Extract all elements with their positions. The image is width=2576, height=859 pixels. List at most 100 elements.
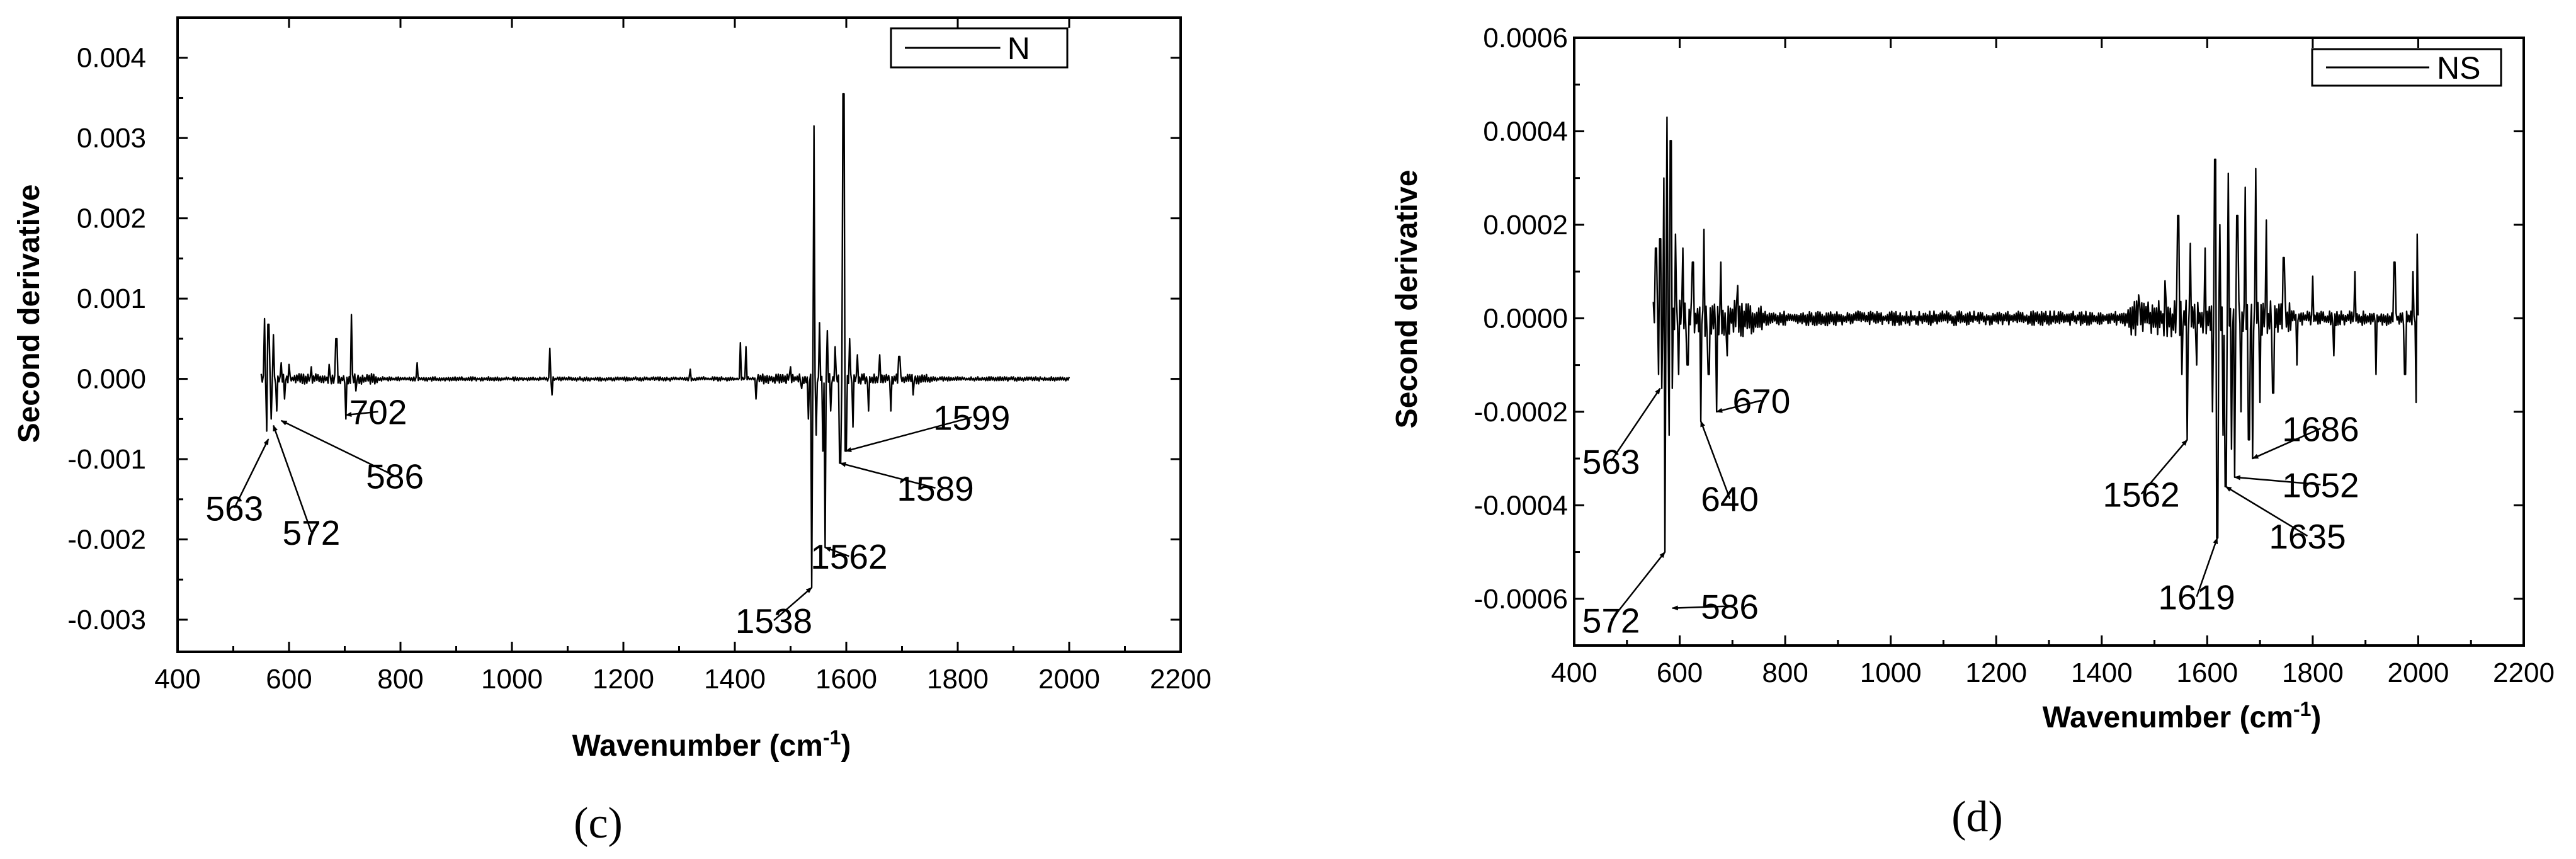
annotation-arrow <box>273 424 312 533</box>
annotation-arrow <box>1610 551 1666 621</box>
annotation-arrow <box>1716 399 1762 413</box>
annotation-arrow <box>234 438 270 509</box>
y-tick-label: 0.002 <box>77 203 146 234</box>
peak-annotation-670: 670 <box>1716 382 1790 421</box>
x-tick-label: 1200 <box>593 664 654 695</box>
x-axis-title: Wavenumber (cm-1) <box>2043 698 2322 734</box>
annotation-label: 563 <box>205 489 263 528</box>
y-tick-labels: -0.0006 -0.0004 -0.0002 0.0000 0.0002 0.0004 0… <box>1474 23 1568 615</box>
annotation-label: 670 <box>1733 382 1791 421</box>
y-tick-label: -0.002 <box>67 525 146 555</box>
peak-annotations: 563 572 586 702 1538 1562 1589 1599 <box>205 393 1010 640</box>
chart-panel-c: 400 600 800 1000 1200 1400 1600 1800 2000 2200 -0… <box>13 16 1211 848</box>
annotation-label: 702 <box>349 393 407 432</box>
annotation-label: 1538 <box>735 601 812 640</box>
x-axis-title-sup: -1 <box>823 726 841 749</box>
annotation-label: 586 <box>1701 587 1759 626</box>
annotation-arrow <box>839 462 936 489</box>
x-tick-label: 2200 <box>2493 657 2555 688</box>
y-tick-label: 0.000 <box>77 364 146 395</box>
annotation-arrow <box>845 416 972 452</box>
x-tick-label: 2000 <box>2387 657 2449 688</box>
peak-annotation-1589: 1589 <box>839 462 974 508</box>
x-tick-label: 1600 <box>815 664 877 695</box>
annotation-label: 1619 <box>2158 578 2235 617</box>
annotation-arrow <box>824 547 849 557</box>
annotation-arrow <box>1671 605 1730 611</box>
x-tick-label: 2200 <box>1150 664 1211 695</box>
annotation-arrow <box>1699 420 1731 499</box>
peak-annotation-1562: 1562 <box>810 537 887 576</box>
annotation-label: 1635 <box>2269 517 2346 556</box>
chart-panel-d: 400 600 800 1000 1200 1400 1600 1800 2000 2200 -0… <box>1390 23 2555 841</box>
peak-annotation-702: 702 <box>345 393 407 432</box>
x-axis-title-close: ) <box>841 729 851 763</box>
x-axis-title-text: Wavenumber (cm <box>572 729 823 763</box>
legend-label: NS <box>2437 50 2480 86</box>
annotation-label: 640 <box>1701 480 1759 519</box>
x-tick-label: 400 <box>154 664 200 695</box>
x-tick-label: 800 <box>377 664 423 695</box>
x-axis-title-text: Wavenumber (cm <box>2043 701 2293 734</box>
annotation-arrow <box>2140 439 2188 495</box>
x-axis-title: Wavenumber (cm-1) <box>572 726 851 763</box>
annotation-arrow <box>345 411 378 418</box>
annotation-arrow <box>2196 537 2218 598</box>
legend-label: N <box>1007 31 1030 66</box>
x-axis-title-close: ) <box>2311 701 2321 734</box>
panel-label: (d) <box>1951 793 2003 841</box>
annotation-label: 1562 <box>2102 475 2179 514</box>
y-axis-title: Second derivative <box>1390 170 1424 429</box>
peak-annotation-1652: 1652 <box>2233 465 2359 504</box>
annotation-label: 1562 <box>810 537 887 576</box>
annotation-label: 1589 <box>897 469 973 508</box>
peak-annotation-586: 586 <box>280 419 424 496</box>
y-tick-label: 0.0006 <box>1483 23 1568 54</box>
y-tick-label: 0.0004 <box>1483 116 1568 147</box>
y-tick-label: -0.0004 <box>1474 490 1568 521</box>
x-tick-label: 600 <box>1657 657 1703 688</box>
ticks <box>176 18 1182 652</box>
y-axis-title: Second derivative <box>13 185 46 443</box>
y-tick-label: 0.001 <box>77 283 146 314</box>
annotation-label: 572 <box>283 513 341 552</box>
x-tick-label: 1000 <box>481 664 543 695</box>
annotation-arrow <box>1610 387 1661 462</box>
panel-label: (c) <box>574 799 623 848</box>
peak-annotation-1599: 1599 <box>845 399 1010 452</box>
x-tick-labels: 400 600 800 1000 1200 1400 1600 1800 2000 2200 <box>1551 657 2555 688</box>
peak-annotation-563: 563 <box>1582 387 1661 481</box>
spectrum-line-n <box>260 93 1070 589</box>
x-tick-label: 2000 <box>1038 664 1100 695</box>
y-tick-label: -0.003 <box>67 605 146 635</box>
y-tick-label: 0.004 <box>77 43 146 74</box>
legend: N <box>890 27 1069 69</box>
spectrum-line-ns <box>1652 117 2419 553</box>
y-tick-label: 0.003 <box>77 123 146 154</box>
annotation-arrow <box>773 587 812 622</box>
annotation-arrow <box>2225 486 2308 537</box>
peak-annotation-640: 640 <box>1699 420 1759 519</box>
peak-annotation-572: 572 <box>273 424 341 552</box>
x-tick-label: 1200 <box>1965 657 2027 688</box>
y-tick-label: 0.0002 <box>1483 210 1568 241</box>
peak-annotation-1562: 1562 <box>2102 439 2188 514</box>
annotation-label: 563 <box>1582 442 1640 481</box>
peak-annotation-586: 586 <box>1671 587 1759 626</box>
x-tick-label: 1800 <box>927 664 989 695</box>
peak-annotation-563: 563 <box>205 438 270 528</box>
x-tick-label: 800 <box>1762 657 1808 688</box>
annotation-label: 586 <box>366 457 424 496</box>
x-tick-label: 1800 <box>2282 657 2344 688</box>
x-tick-label: 600 <box>266 664 312 695</box>
x-axis-title-sup: -1 <box>2293 698 2311 720</box>
plot-frame <box>176 16 1182 653</box>
x-tick-label: 400 <box>1551 657 1597 688</box>
annotation-label: 1686 <box>2282 409 2359 448</box>
peak-annotation-1686: 1686 <box>2252 409 2359 460</box>
peak-annotation-572: 572 <box>1582 551 1666 640</box>
annotation-label: 1599 <box>933 399 1010 438</box>
x-tick-label: 1400 <box>704 664 766 695</box>
plot-frame <box>1573 37 2525 647</box>
